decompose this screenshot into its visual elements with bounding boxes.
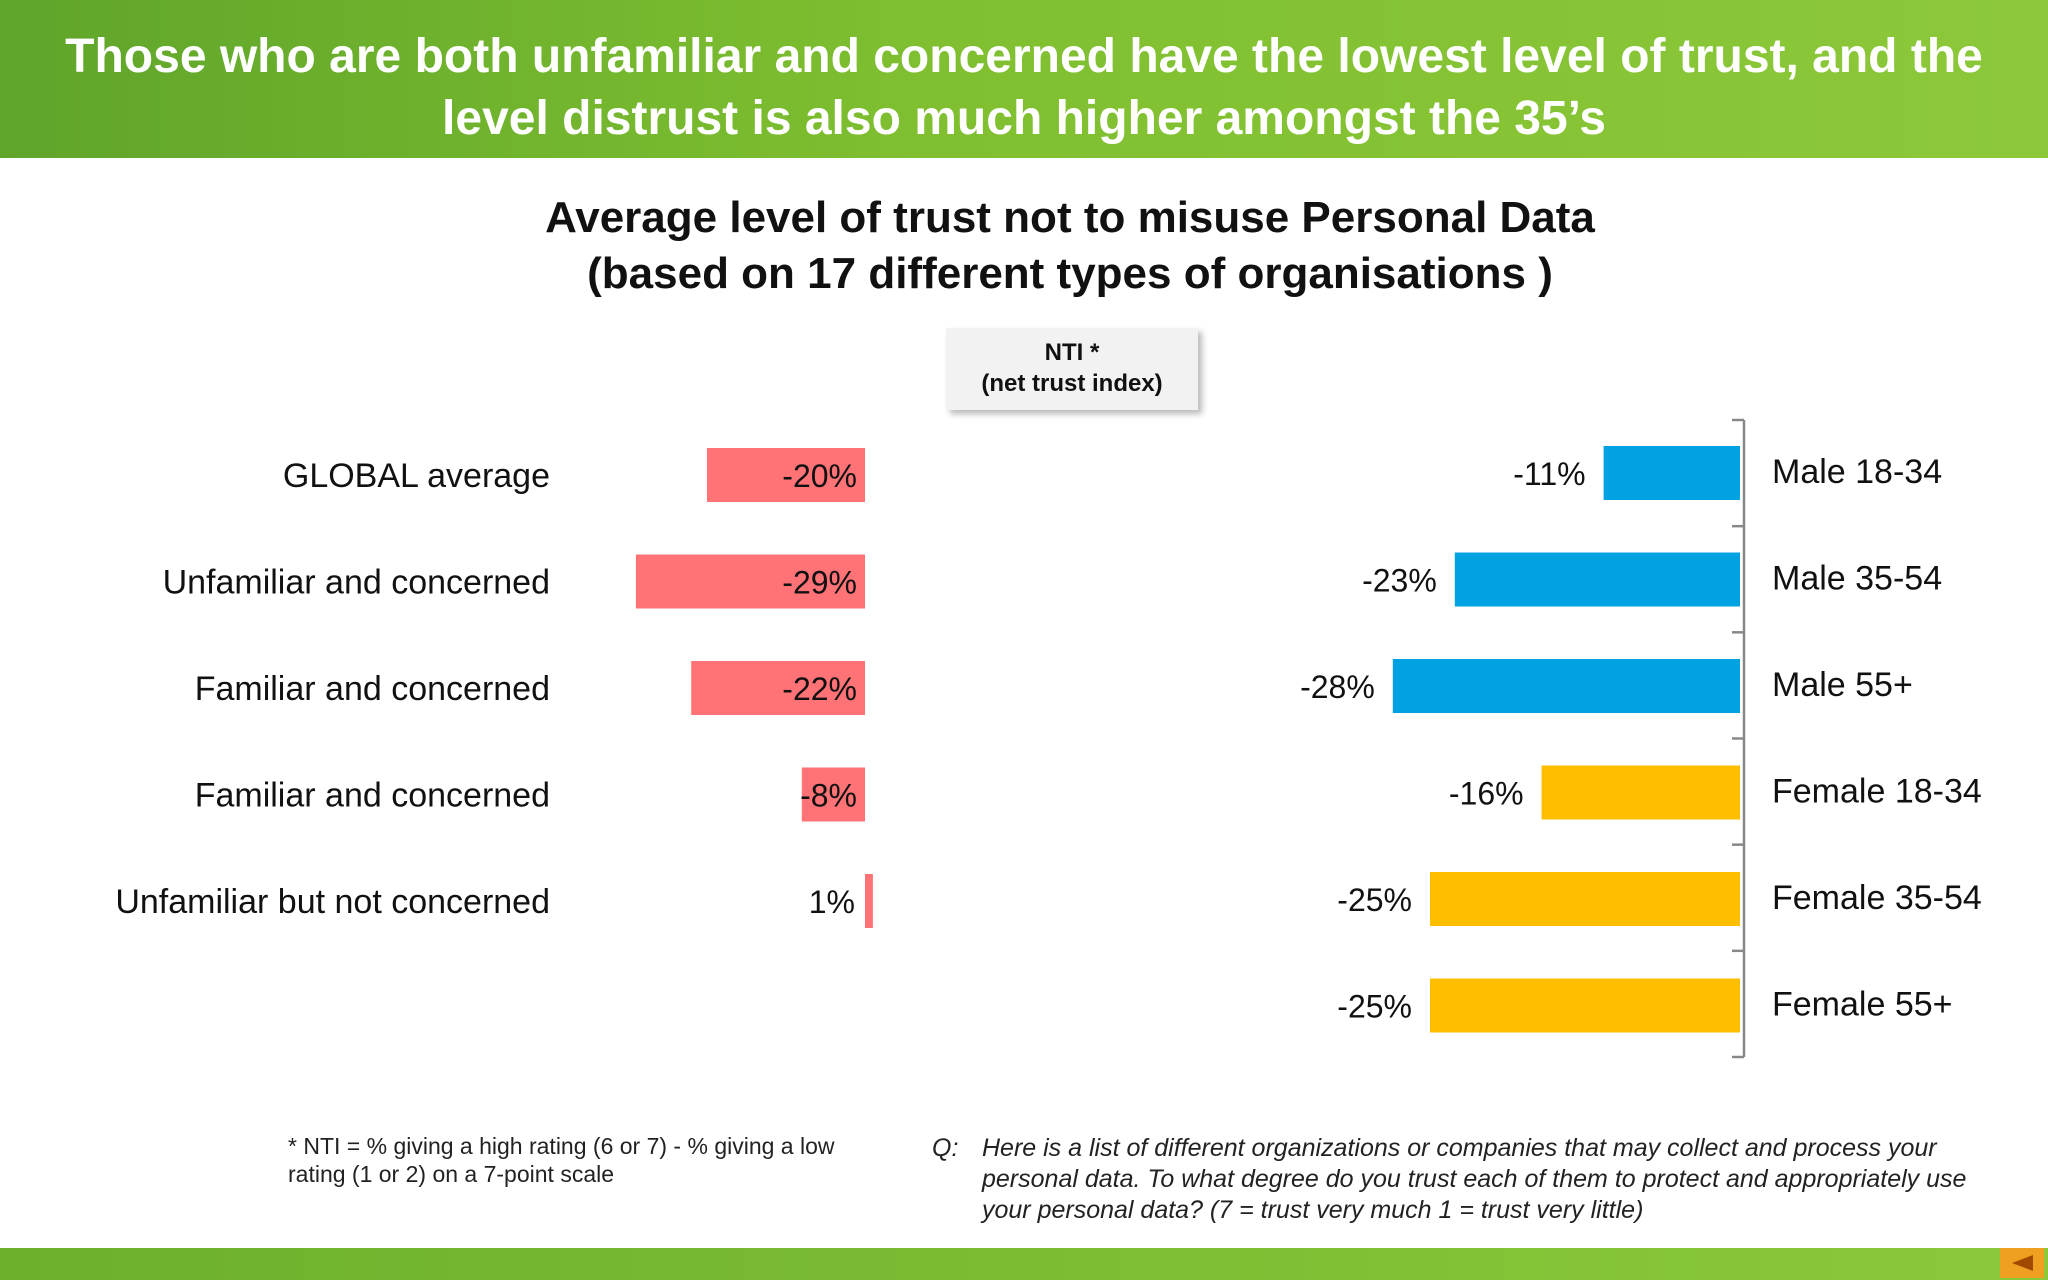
- chart-title-line2: (based on 17 different types of organisa…: [587, 249, 1553, 298]
- value-label-right-5: -25%: [1337, 989, 1412, 1025]
- back-nav-button[interactable]: [2000, 1248, 2044, 1278]
- bar-right-2: [1392, 659, 1740, 713]
- value-label-right-1: -23%: [1362, 563, 1437, 599]
- slide-title: Those who are both unfamiliar and concer…: [65, 30, 1983, 145]
- bar-left-3: [801, 767, 865, 822]
- value-label-left-4: 1%: [809, 884, 855, 920]
- category-label-left-4: Unfamiliar but not concerned: [115, 883, 550, 921]
- value-label-left-1: -29%: [782, 565, 857, 601]
- bar-right-5: [1430, 978, 1740, 1033]
- question-label: Q:: [932, 1134, 959, 1162]
- value-label-left-3: -8%: [800, 778, 857, 814]
- bar-right-1: [1454, 552, 1740, 607]
- category-label-left-3: Familiar and concerned: [195, 777, 550, 815]
- bar-right-4: [1430, 872, 1740, 926]
- bar-right-3: [1541, 765, 1740, 820]
- bar-left-2: [691, 661, 865, 715]
- chart-title: Average level of trust not to misuse Per…: [420, 190, 1720, 302]
- value-label-left-0: -20%: [782, 458, 857, 494]
- value-label-right-4: -25%: [1337, 882, 1412, 918]
- bar-left-4: [865, 874, 873, 928]
- question-text: Here is a list of different organization…: [982, 1134, 1967, 1224]
- nti-box-line1: NTI *: [1044, 339, 1100, 366]
- nti-footnote: * NTI = % giving a high rating (6 or 7) …: [288, 1133, 835, 1187]
- value-label-left-2: -22%: [782, 671, 857, 707]
- category-label-left-0: GLOBAL average: [283, 457, 550, 495]
- category-label-left-2: Familiar and concerned: [195, 670, 550, 708]
- category-label-right-1: Male 35-54: [1772, 560, 1942, 598]
- bar-left-1: [635, 554, 865, 609]
- bar-right-0: [1603, 446, 1740, 500]
- category-label-right-0: Male 18-34: [1772, 453, 1942, 491]
- category-label-right-5: Female 55+: [1772, 986, 1953, 1024]
- survey-question: Q: Here is a list of different organizat…: [932, 1133, 2012, 1226]
- bar-left-0: [707, 448, 865, 502]
- value-label-right-3: -16%: [1449, 776, 1524, 812]
- back-arrow-icon: [2012, 1255, 2033, 1271]
- value-label-right-0: -11%: [1513, 456, 1585, 492]
- category-label-right-4: Female 35-54: [1772, 879, 1982, 917]
- category-label-right-3: Female 18-34: [1772, 773, 1982, 811]
- nti-legend-box: NTI * (net trust index): [946, 328, 1198, 410]
- category-label-left-1: Unfamiliar and concerned: [163, 564, 550, 602]
- value-label-right-2: -28%: [1300, 669, 1375, 705]
- title-banner: Those who are both unfamiliar and concer…: [0, 0, 2048, 158]
- category-label-right-2: Male 55+: [1772, 666, 1913, 704]
- chart-title-line1: Average level of trust not to misuse Per…: [545, 193, 1595, 242]
- chart-area: GLOBAL average -20% Unfamiliar and concern…: [115, 418, 1982, 1059]
- nti-box-line2: (net trust index): [981, 370, 1163, 397]
- footer-bar: [0, 1248, 2048, 1280]
